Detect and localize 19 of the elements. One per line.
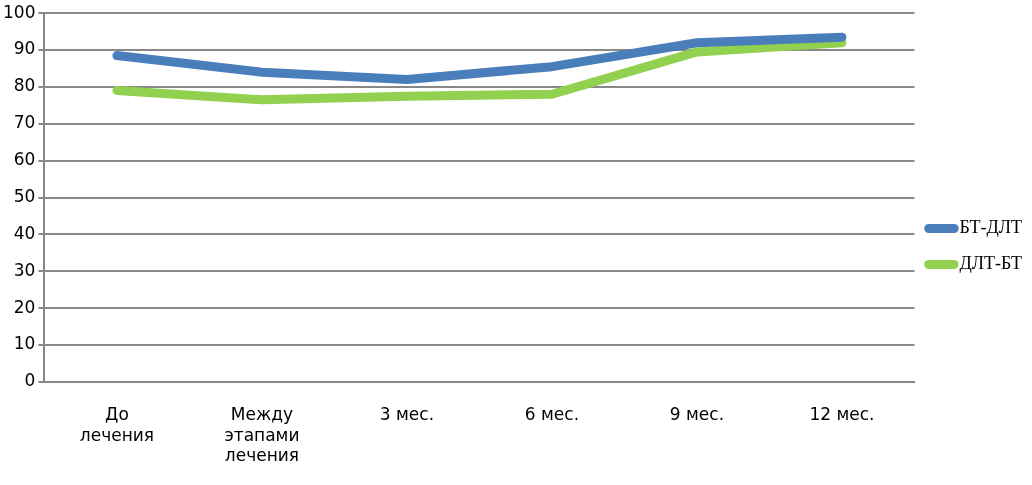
y-tick-label: 90 — [13, 38, 36, 59]
x-tick-label: 9 мес. — [669, 404, 725, 425]
x-tick-label: 12 мес. — [809, 404, 875, 425]
y-tick-label: 70 — [13, 112, 36, 133]
y-tick-label: 10 — [13, 333, 36, 354]
legend-label: БТ-ДЛТ — [959, 217, 1023, 238]
y-tick-label: 60 — [13, 149, 36, 170]
y-tick-label: 0 — [24, 370, 36, 391]
x-tick-label: До лечения — [79, 404, 155, 445]
legend-label: ДЛТ-БТ — [959, 253, 1023, 274]
y-tick-label: 20 — [13, 296, 36, 317]
y-tick-label: 30 — [13, 259, 36, 280]
x-tick-label: 6 мес. — [524, 404, 580, 425]
y-tick-label: 50 — [13, 185, 36, 206]
y-tick-label: 40 — [13, 222, 36, 243]
x-tick-label: Между этапами лечения — [224, 404, 300, 466]
x-tick-label: 3 мес. — [379, 404, 435, 425]
y-tick-label: 100 — [2, 1, 36, 22]
y-tick-label: 80 — [13, 75, 36, 96]
